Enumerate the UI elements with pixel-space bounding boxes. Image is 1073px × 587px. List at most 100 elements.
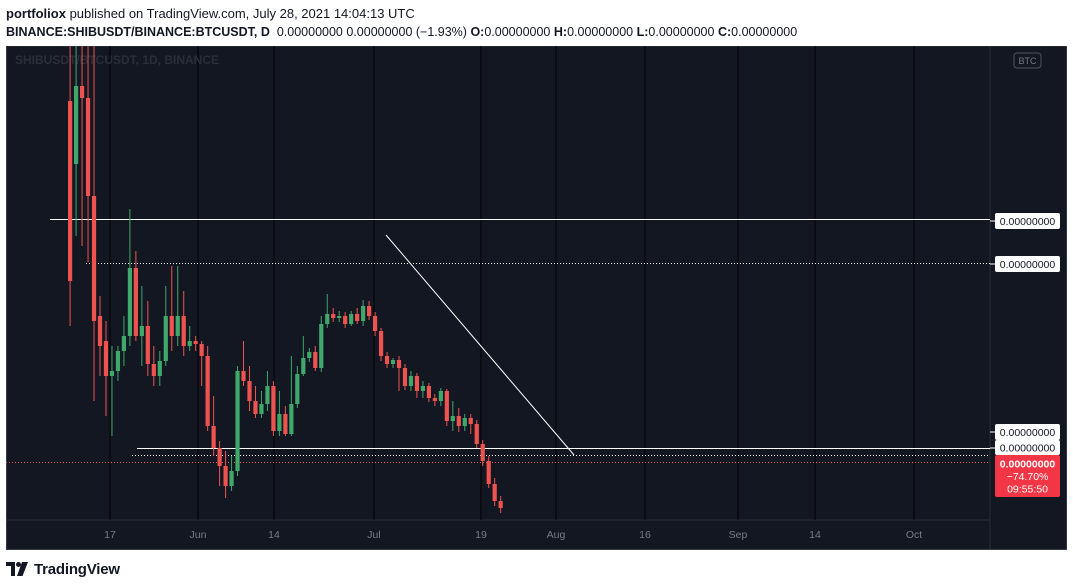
publish-info: portfoliox published on TradingView.com,… (6, 5, 797, 22)
candle-up (277, 391, 282, 436)
candle-down (199, 341, 204, 386)
brand-name[interactable]: TradingView (34, 560, 120, 578)
candle-up (109, 346, 115, 436)
currency-badge[interactable]: BTC (1013, 52, 1042, 69)
candle-down (169, 266, 174, 351)
x-tick-label: Oct (906, 529, 922, 541)
price-label-2-text: 0.00000000 (1000, 259, 1056, 271)
change-value: 0.00000000 (−1.93%) (346, 25, 467, 39)
candle-up (450, 401, 455, 431)
candle-down (343, 312, 348, 328)
candle-down (378, 328, 384, 361)
publication-header: portfoliox published on TradingView.com,… (6, 5, 797, 41)
symbol-label: BINANCE:SHIBUSDT/BINANCE:BTCUSDT, D (6, 25, 270, 39)
footer: TradingView (6, 557, 120, 581)
price-label-4: 0.00000000 (990, 440, 1060, 455)
watermark: SHIBUSDT/BTCUSDT, 1D, BINANCE (15, 53, 219, 67)
candle-up (301, 336, 306, 376)
candle-up (295, 366, 300, 408)
candle-down (211, 396, 216, 456)
x-axis-ticks[interactable]: 17 Jun 14 Jul 19 Aug 16 Sep 14 Oct (104, 529, 922, 541)
candle-up (390, 358, 396, 368)
x-tick-label: 16 (639, 529, 651, 541)
countdown-text: 09:55:50 (1007, 484, 1048, 496)
current-price-badge: 0.00000000 −74.70% 09:55:50 (995, 455, 1060, 497)
candle-up (127, 209, 132, 346)
close-value: 0.00000000 (731, 25, 798, 39)
candle-down (283, 406, 288, 436)
low-label: L: (636, 25, 649, 39)
currency-badge-label: BTC (1019, 56, 1038, 66)
candle-up (139, 286, 144, 366)
price-label-3: 0.00000000 (990, 424, 1060, 440)
candle-up (319, 316, 324, 372)
candle-down (151, 346, 156, 386)
candle-down (133, 251, 138, 341)
candle-down (355, 308, 360, 324)
candle-down (486, 456, 491, 488)
candle-up (121, 316, 127, 366)
chart-area[interactable]: SHIBUSDT/BTCUSDT, 1D, BINANCE BTC 0.0000… (6, 45, 1067, 550)
open-label: O: (470, 25, 485, 39)
candle-down (432, 394, 437, 406)
candle-down (396, 356, 402, 391)
candle-down (181, 291, 186, 356)
candle-up (157, 351, 162, 386)
candle-down (456, 408, 461, 432)
candle-up (115, 346, 121, 381)
candle-down (271, 381, 276, 436)
candle-down (79, 46, 85, 246)
candle-down (426, 383, 431, 402)
candle-up (307, 348, 312, 362)
x-tick-label: Jun (190, 529, 207, 541)
candle-down (492, 478, 497, 506)
chart-svg[interactable]: SHIBUSDT/BTCUSDT, 1D, BINANCE BTC 0.0000… (6, 45, 1067, 550)
open-value: 0.00000000 (484, 25, 551, 39)
candle-down (384, 352, 390, 368)
candle-down (241, 341, 246, 386)
ohlc-legend: BINANCE:SHIBUSDT/BINANCE:BTCUSDT, D 0.00… (6, 24, 797, 41)
x-tick-label: 17 (104, 529, 116, 541)
candle-down (217, 441, 222, 486)
candle-up (408, 371, 414, 391)
candle-up (73, 46, 79, 236)
candle-down (247, 366, 252, 411)
candle-up (175, 266, 180, 346)
author-name[interactable]: portfoliox (6, 6, 66, 21)
candle-down (331, 308, 336, 322)
x-tick-label: Aug (547, 529, 566, 541)
candle-up (349, 311, 354, 326)
high-value: 0.00000000 (567, 25, 634, 39)
candle-down (85, 46, 91, 262)
candle-down (91, 46, 97, 401)
trendline[interactable] (385, 234, 575, 456)
price-label-1: 0.00000000 (990, 213, 1060, 229)
vertical-grid (109, 46, 915, 520)
candle-down (253, 386, 258, 418)
candle-down (103, 321, 109, 416)
price-label-1-text: 0.00000000 (1000, 216, 1056, 228)
candle-up (325, 294, 330, 328)
candle-down (193, 336, 198, 351)
candle-up (235, 366, 240, 476)
last-value: 0.00000000 (276, 25, 343, 39)
publish-text: published on TradingView.com, July 28, 2… (69, 6, 415, 21)
candle-down (480, 440, 485, 466)
candle-down (205, 346, 210, 431)
low-value: 0.00000000 (648, 25, 715, 39)
candle-down (468, 414, 473, 434)
candle-up (259, 391, 264, 418)
candle-down (145, 301, 150, 376)
high-label: H: (553, 25, 568, 39)
candle-down (97, 296, 103, 376)
candle-down (414, 373, 420, 398)
candle-up (265, 371, 270, 411)
candle-down (444, 389, 449, 426)
candle-down (313, 346, 318, 371)
current-price-text: 0.00000000 (1000, 459, 1056, 471)
candle-down (474, 420, 479, 448)
tradingview-logo-icon[interactable] (6, 562, 30, 576)
candle-up (361, 300, 366, 326)
candle-down (402, 364, 408, 390)
price-label-2: 0.00000000 (990, 256, 1060, 272)
